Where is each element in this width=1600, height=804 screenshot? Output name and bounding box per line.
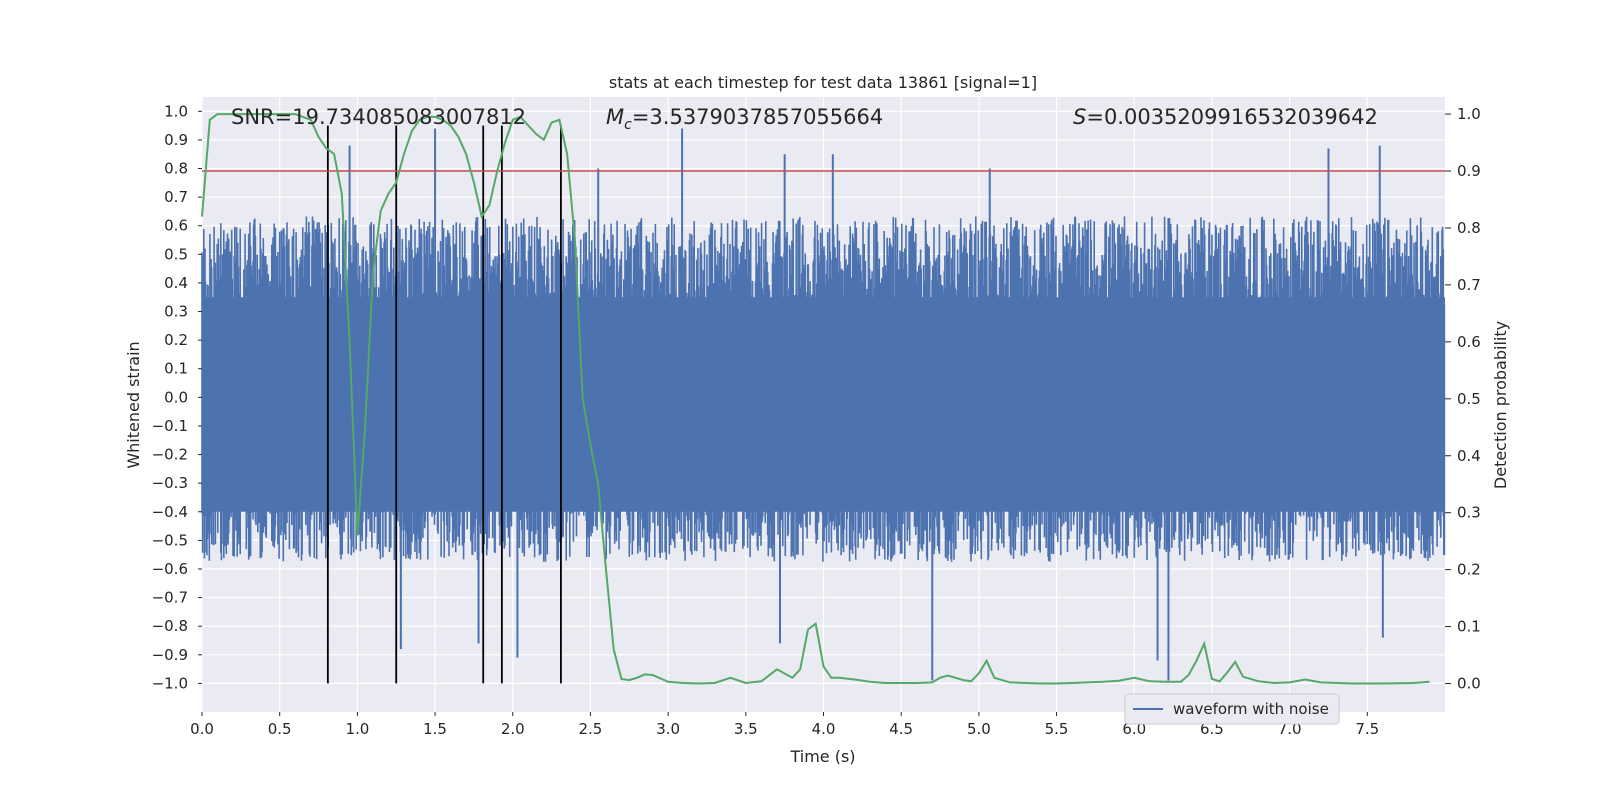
legend: waveform with noise xyxy=(1124,693,1340,725)
left-axis-ticks: 1.0 0.9 0.8 0.7 0.6 0.5 0.4 0.3 0.2 0.1 0.0 −0.1 −0.… xyxy=(152,102,202,692)
chirp-mass-symbol: M xyxy=(606,105,624,129)
chirp-mass-value: =3.5379037857055664 xyxy=(632,105,883,129)
left-tick-label: 0.9 xyxy=(164,131,188,149)
right-tick-label: 1.0 xyxy=(1457,105,1481,123)
waveform-series xyxy=(201,128,1446,681)
x-tick-label: 4.0 xyxy=(812,720,836,738)
right-tick-label: 0.5 xyxy=(1457,390,1481,408)
left-tick-label: 0.6 xyxy=(164,217,188,235)
s-value: =0.0035209916532039642 xyxy=(1086,105,1378,129)
left-tick-label: 0.7 xyxy=(164,188,188,206)
x-tick-label: 1.5 xyxy=(423,720,447,738)
chirp-mass-annotation: Mc=3.5379037857055664 xyxy=(606,105,883,133)
x-tick-label: 3.0 xyxy=(656,720,680,738)
x-tick-label: 7.5 xyxy=(1355,720,1379,738)
right-axis-ticks: 1.0 0.9 0.8 0.7 0.6 0.5 0.4 0.3 0.2 0.1 0.0 xyxy=(1445,105,1481,693)
left-tick-label: −0.8 xyxy=(152,617,188,635)
s-symbol: S xyxy=(1073,105,1086,129)
right-tick-label: 0.8 xyxy=(1457,219,1481,237)
left-tick-label: −0.1 xyxy=(152,417,188,435)
probability-series xyxy=(201,113,1430,685)
x-tick-label: 3.5 xyxy=(734,720,758,738)
waveform-core-band xyxy=(202,297,1445,512)
right-tick-label: 0.6 xyxy=(1457,333,1481,351)
left-axis-label: Whitened strain xyxy=(124,341,143,468)
left-tick-label: −0.5 xyxy=(152,531,188,549)
right-tick-label: 0.0 xyxy=(1457,675,1481,693)
left-tick-label: 0.1 xyxy=(164,360,188,378)
left-tick-label: 0.3 xyxy=(164,303,188,321)
right-tick-label: 0.3 xyxy=(1457,504,1481,522)
left-tick-label: 0.4 xyxy=(164,274,188,292)
left-tick-label: 0.8 xyxy=(164,160,188,178)
left-tick-label: −0.6 xyxy=(152,560,188,578)
snr-annotation: SNR=19.734085083007812 xyxy=(231,105,526,129)
left-tick-label: −1.0 xyxy=(152,674,188,692)
x-tick-label: 2.5 xyxy=(579,720,603,738)
x-axis-label: Time (s) xyxy=(789,747,855,766)
vertical-markers xyxy=(326,125,562,684)
legend-label-waveform: waveform with noise xyxy=(1173,700,1329,718)
legend-box xyxy=(1124,693,1340,725)
x-tick-label: 0.0 xyxy=(190,720,214,738)
x-tick-label: 2.0 xyxy=(501,720,525,738)
left-tick-label: 1.0 xyxy=(164,102,188,120)
right-tick-label: 0.7 xyxy=(1457,276,1481,294)
chart-title: stats at each timestep for test data 138… xyxy=(609,73,1037,92)
x-tick-label: 0.5 xyxy=(268,720,292,738)
x-tick-label: 5.5 xyxy=(1045,720,1069,738)
left-tick-label: 0.0 xyxy=(164,388,188,406)
x-axis-ticks: 0.0 0.5 1.0 1.5 2.0 2.5 3.0 3.5 4.0 4.5 5.0 5.5 6.0 6… xyxy=(190,712,1379,738)
left-tick-label: 0.2 xyxy=(164,331,188,349)
x-tick-label: 1.0 xyxy=(345,720,369,738)
right-tick-label: 0.1 xyxy=(1457,618,1481,636)
right-tick-label: 0.4 xyxy=(1457,447,1481,465)
detection-probability-line xyxy=(201,113,1430,685)
s-annotation: S=0.0035209916532039642 xyxy=(1073,105,1378,129)
x-tick-label: 5.0 xyxy=(967,720,991,738)
right-tick-label: 0.9 xyxy=(1457,162,1481,180)
chirp-mass-subscript: c xyxy=(624,117,632,133)
right-tick-label: 0.2 xyxy=(1457,561,1481,579)
left-tick-label: −0.9 xyxy=(152,646,188,664)
left-tick-label: −0.2 xyxy=(152,446,188,464)
left-tick-label: 0.5 xyxy=(164,245,188,263)
right-axis-label: Detection probability xyxy=(1491,321,1510,489)
x-tick-label: 4.5 xyxy=(889,720,913,738)
left-tick-label: −0.3 xyxy=(152,474,188,492)
left-tick-label: −0.4 xyxy=(152,503,188,521)
left-tick-label: −0.7 xyxy=(152,589,188,607)
